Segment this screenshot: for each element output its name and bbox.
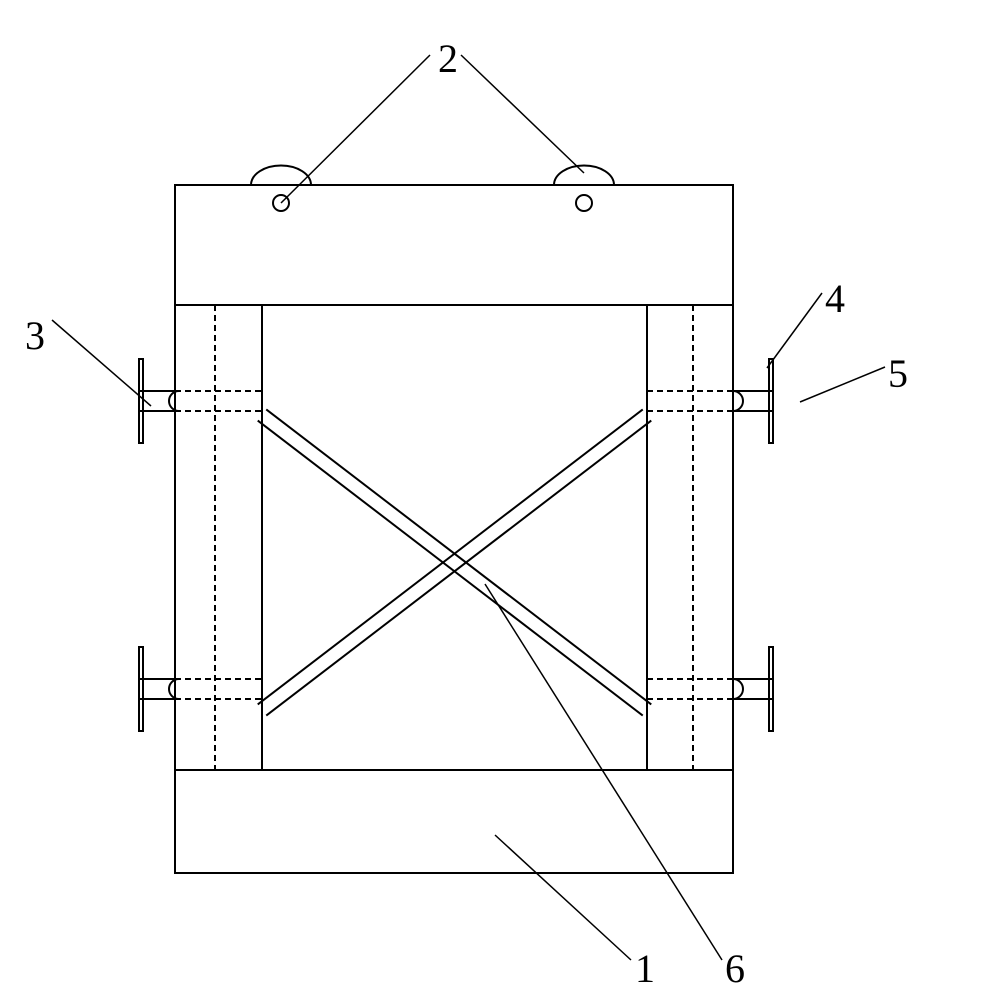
callout-label-4: 4 bbox=[825, 275, 845, 322]
callout-label-1: 1 bbox=[635, 945, 655, 992]
callout-label-2: 2 bbox=[438, 35, 458, 82]
callout-label-5: 5 bbox=[888, 350, 908, 397]
technical-diagram bbox=[0, 0, 983, 1000]
callout-label-6: 6 bbox=[725, 945, 745, 992]
callout-label-3: 3 bbox=[25, 312, 45, 359]
